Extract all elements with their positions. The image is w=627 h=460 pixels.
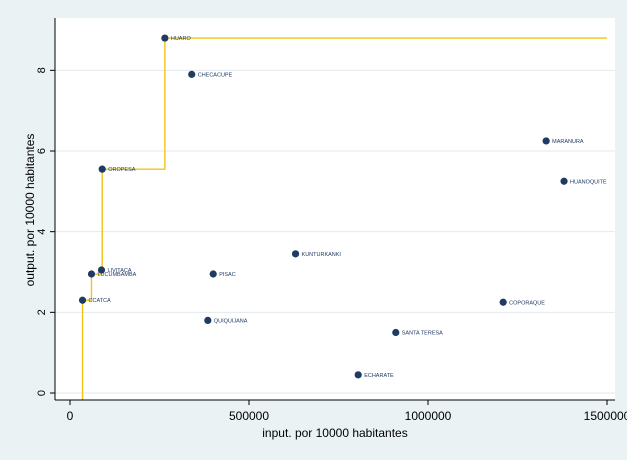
point-label: COPORAQUE	[509, 300, 545, 306]
data-point	[354, 371, 362, 379]
data-point	[87, 270, 96, 278]
ticks-layer: 0 2 4 6 8 0 500000 1000000 1500000	[36, 67, 627, 423]
y-tick-label: 6	[36, 148, 48, 154]
point-label: CHECACUPE	[198, 72, 233, 78]
axes-layer	[54, 18, 615, 401]
data-point	[560, 177, 568, 185]
data-point	[161, 34, 169, 42]
point-label: KUNTURKANKI	[302, 252, 342, 258]
point-label: OROPESA	[108, 167, 136, 173]
point-label: MARANURA	[552, 139, 584, 145]
data-point	[78, 296, 87, 304]
plot-area	[55, 18, 615, 400]
y-tick-label: 8	[36, 67, 48, 73]
data-point	[188, 70, 196, 78]
point-label: PISAC	[219, 272, 236, 278]
x-tick-label: 1000000	[405, 409, 452, 423]
x-tick-label: 500000	[229, 409, 269, 423]
point-label: ECHARATE	[364, 373, 394, 379]
y-tick-label: 2	[36, 309, 48, 315]
data-point	[499, 298, 507, 306]
y-tick-label: 0	[36, 390, 48, 396]
point-label: QUIQUIJANA	[214, 318, 248, 324]
data-point	[204, 316, 212, 324]
x-tick-label: 1500000	[584, 409, 627, 423]
gridlines	[55, 69, 615, 394]
data-point	[98, 165, 106, 173]
point-label: SANTA TERESA	[402, 331, 443, 337]
y-tick-label: 4	[36, 229, 48, 235]
x-tick-label: 0	[67, 409, 74, 423]
data-point	[542, 137, 550, 145]
point-label: LUCUMBAMBA	[97, 272, 136, 278]
data-point	[392, 328, 400, 337]
data-point	[209, 270, 217, 278]
data-point	[291, 250, 300, 258]
point-label: HUARO	[171, 36, 192, 42]
y-axis-label: output. por 10000 habitantes	[23, 134, 37, 287]
point-label: CCATCA	[89, 298, 112, 304]
x-axis-label: input. por 10000 habitantes	[262, 426, 407, 440]
data-point	[97, 266, 106, 274]
point-label: HUANOQUITE	[570, 179, 607, 185]
point-label: LIVITACA	[108, 268, 132, 274]
